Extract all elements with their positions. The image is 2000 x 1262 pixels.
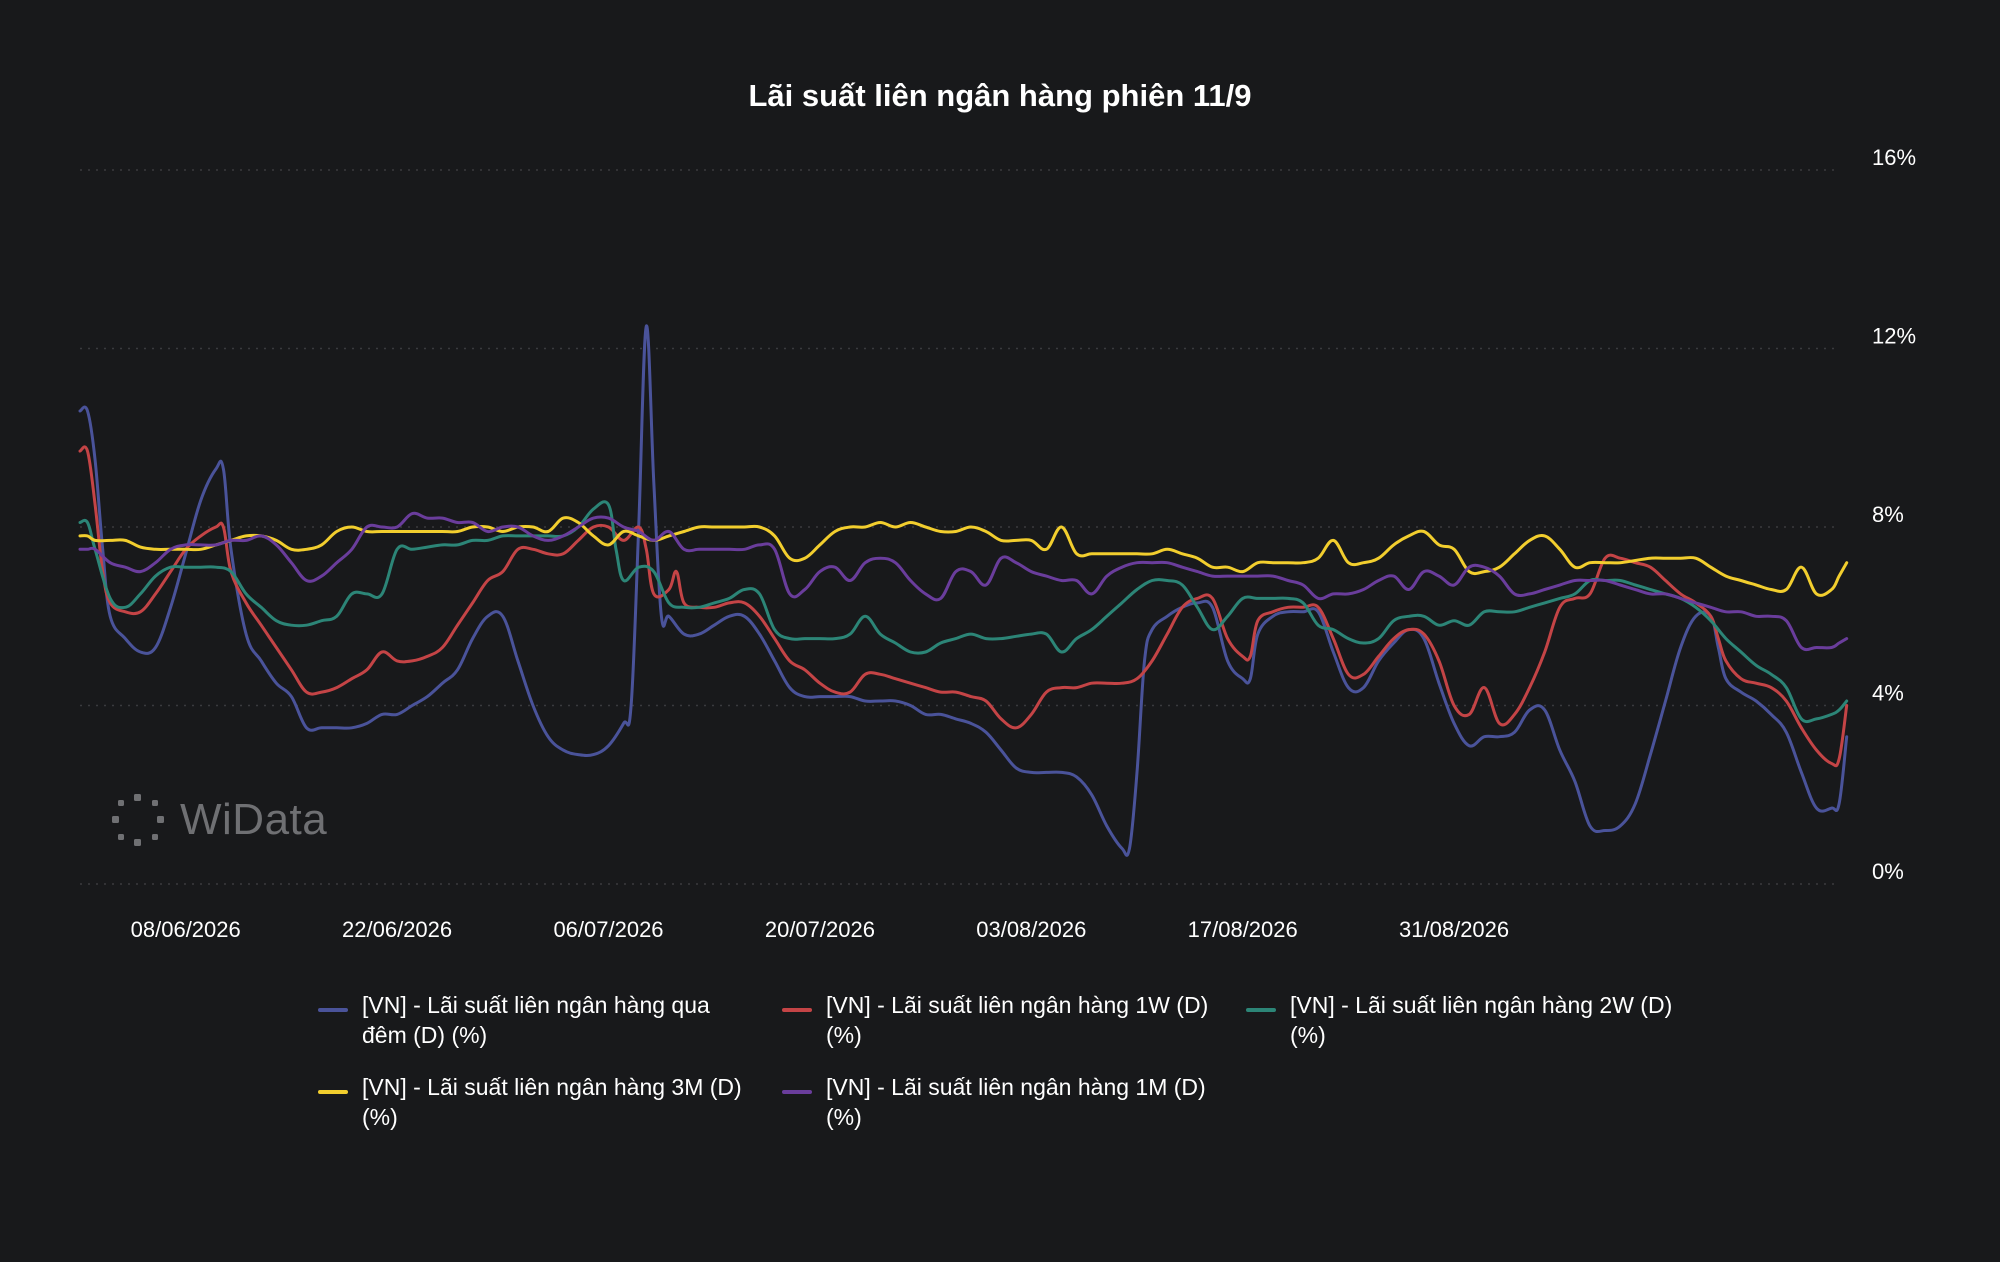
legend-item-3m[interactable]: [VN] - Lãi suất liên ngân hàng 3M (D) (%… — [318, 1072, 782, 1132]
legend-item-1m[interactable]: [VN] - Lãi suất liên ngân hàng 1M (D) (%… — [782, 1072, 1246, 1132]
y-axis-ticks: 0% 4% 8% 12% 16% — [1872, 145, 1916, 884]
x-tick-label: 22/06/2026 — [342, 917, 452, 942]
series-line-2w[interactable] — [78, 500, 1849, 724]
legend-swatch — [782, 1090, 812, 1094]
watermark-text: WiData — [180, 795, 328, 844]
legend-item-overnight[interactable]: [VN] - Lãi suất liên ngân hàng qua đêm (… — [318, 990, 782, 1050]
x-tick-label: 06/07/2026 — [553, 917, 663, 942]
y-tick-label: 8% — [1872, 502, 1904, 527]
legend-label: [VN] - Lãi suất liên ngân hàng 3M (D) (%… — [362, 1074, 742, 1130]
legend-label: [VN] - Lãi suất liên ngân hàng 2W (D) (%… — [1290, 992, 1673, 1048]
legend-swatch — [782, 1008, 812, 1012]
widata-watermark: WiData — [110, 792, 327, 848]
x-tick-label: 20/07/2026 — [765, 917, 875, 942]
y-tick-label: 0% — [1872, 859, 1904, 884]
legend-label: [VN] - Lãi suất liên ngân hàng 1M (D) (%… — [826, 1074, 1206, 1130]
y-tick-label: 4% — [1872, 681, 1904, 706]
legend-label: [VN] - Lãi suất liên ngân hàng qua đêm (… — [362, 992, 710, 1048]
x-tick-label: 31/08/2026 — [1399, 917, 1509, 942]
legend-label: [VN] - Lãi suất liên ngân hàng 1W (D) (%… — [826, 992, 1209, 1048]
chart-legend: [VN] - Lãi suất liên ngân hàng qua đêm (… — [318, 990, 1718, 1132]
legend-item-1w[interactable]: [VN] - Lãi suất liên ngân hàng 1W (D) (%… — [782, 990, 1246, 1050]
series-line-3m[interactable] — [78, 516, 1849, 597]
x-axis-ticks: 08/06/2026 22/06/2026 06/07/2026 20/07/2026… — [131, 917, 1510, 942]
series-line-overnight[interactable] — [78, 324, 1849, 857]
widata-logo-icon — [112, 794, 164, 846]
legend-swatch — [318, 1008, 348, 1012]
x-tick-label: 17/08/2026 — [1188, 917, 1298, 942]
series-line-1w[interactable] — [78, 445, 1849, 768]
grid-lines — [80, 169, 1840, 885]
series-lines[interactable] — [78, 324, 1849, 857]
y-tick-label: 12% — [1872, 324, 1916, 349]
legend-swatch — [1246, 1008, 1276, 1012]
y-tick-label: 16% — [1872, 145, 1916, 170]
chart-title: Lãi suất liên ngân hàng phiên 11/9 — [749, 78, 1252, 113]
x-tick-label: 03/08/2026 — [976, 917, 1086, 942]
series-line-1m[interactable] — [78, 511, 1849, 652]
legend-item-2w[interactable]: [VN] - Lãi suất liên ngân hàng 2W (D) (%… — [1246, 990, 1710, 1050]
legend-swatch — [318, 1090, 348, 1094]
x-tick-label: 08/06/2026 — [131, 917, 241, 942]
